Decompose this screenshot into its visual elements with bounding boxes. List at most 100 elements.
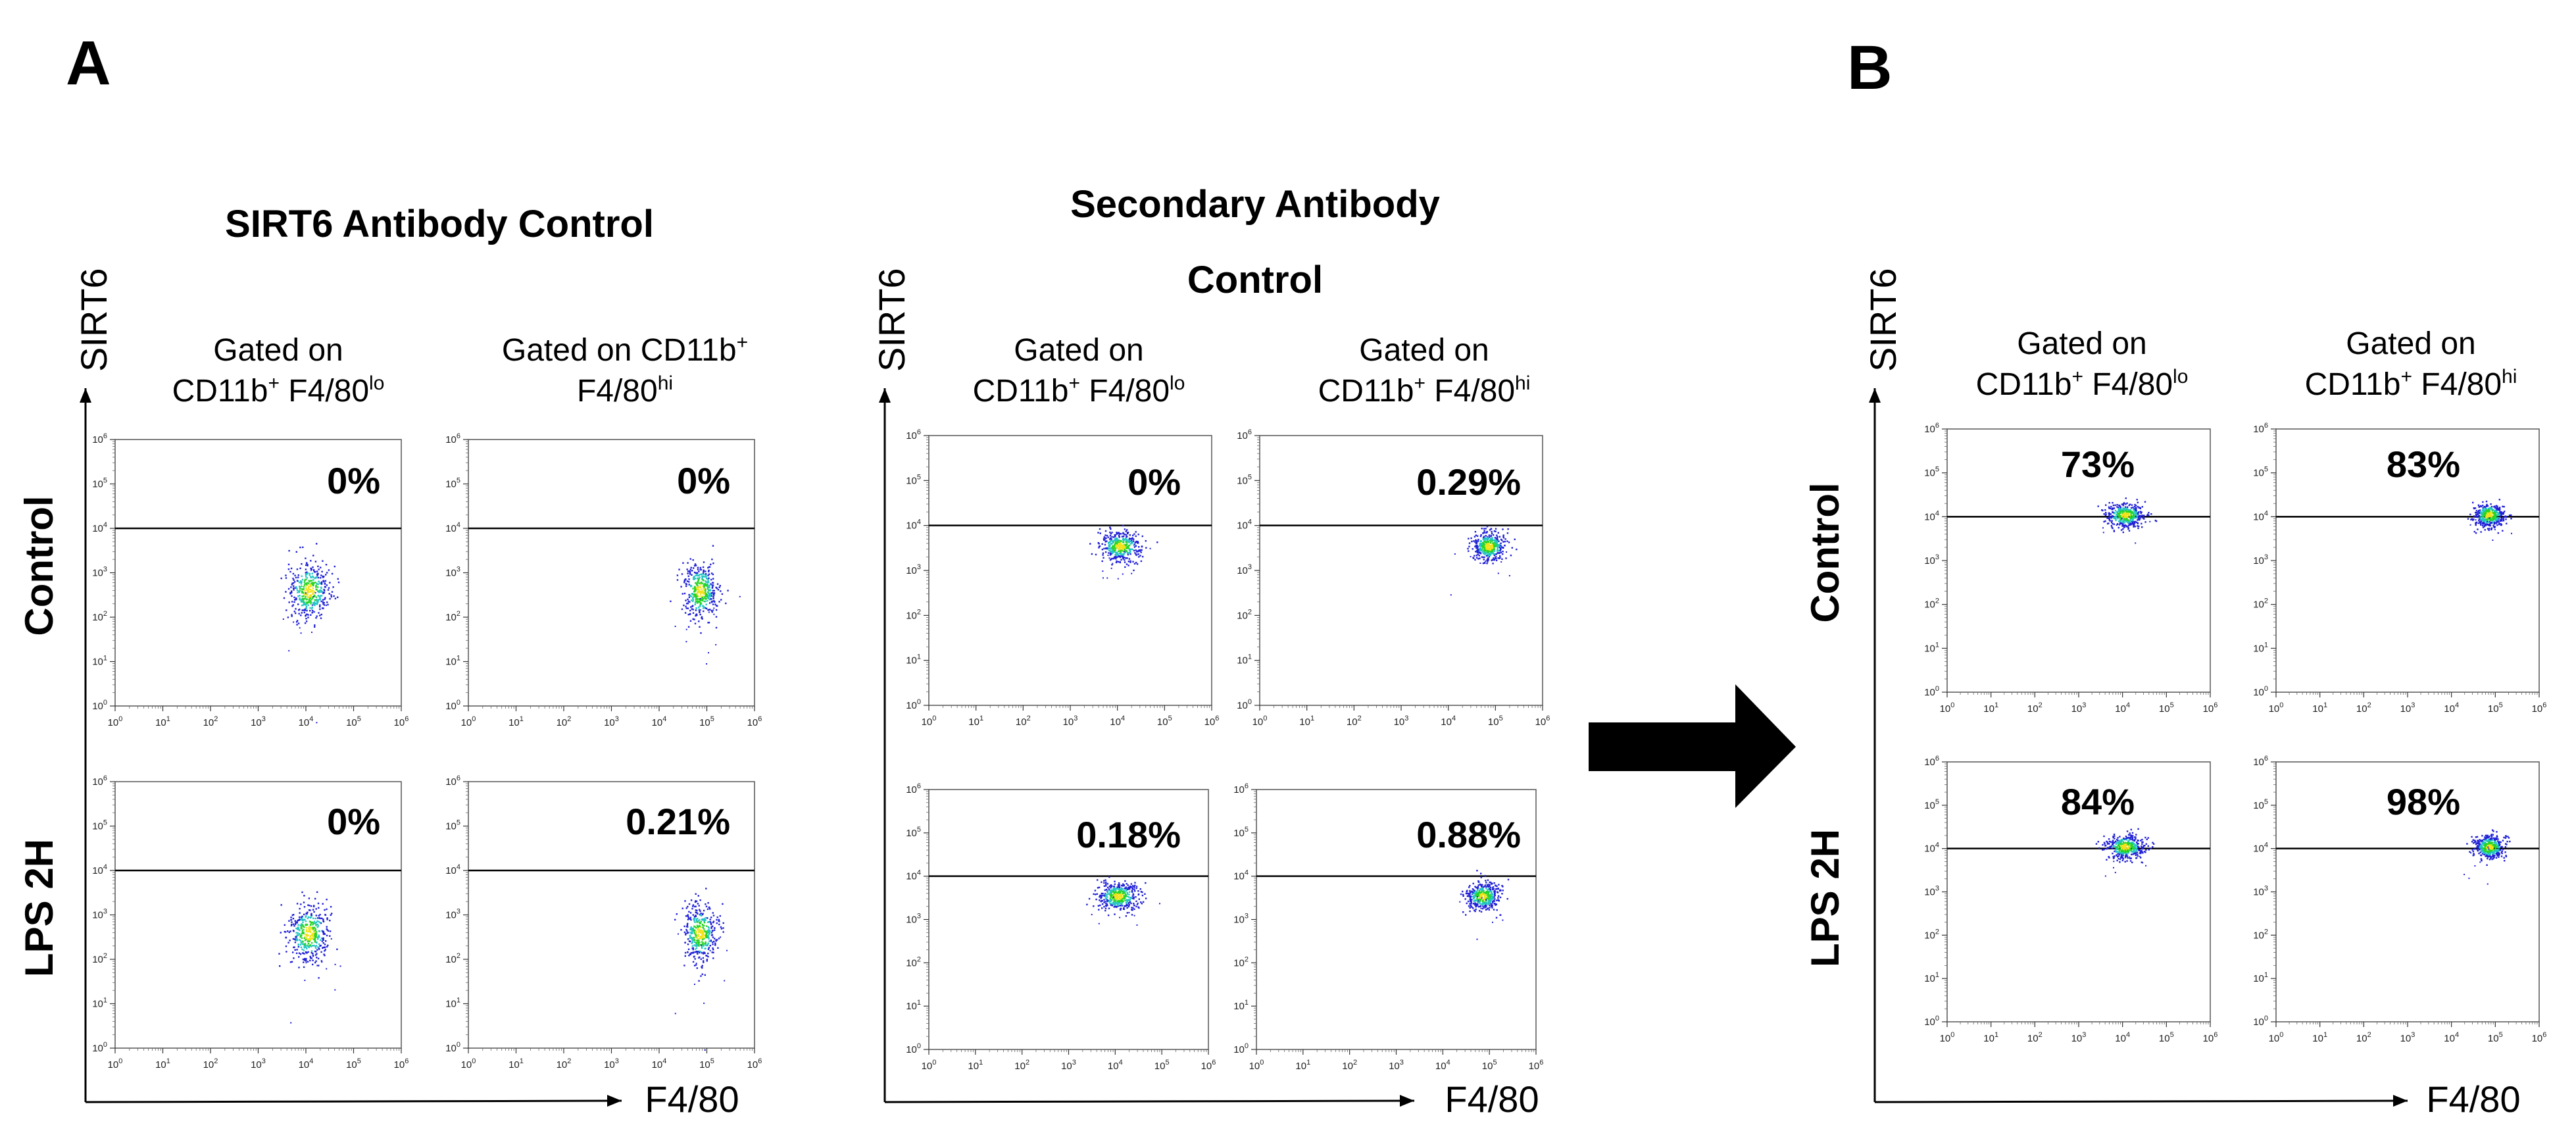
event-dot <box>337 578 339 580</box>
event-dot <box>1489 545 1491 547</box>
event-dot <box>1497 550 1499 552</box>
event-dot <box>301 598 303 600</box>
event-dot <box>697 920 699 922</box>
event-dot <box>1129 534 1131 536</box>
event-dot <box>1108 907 1110 909</box>
event-dot <box>705 888 707 890</box>
event-dot <box>1106 891 1109 893</box>
event-dot <box>1486 539 1488 541</box>
event-dot <box>1476 535 1479 537</box>
tick-exponent: 4 <box>1245 869 1249 877</box>
event-dot <box>1482 889 1484 892</box>
event-dot <box>699 919 701 921</box>
event-dot <box>292 930 295 932</box>
event-dot <box>709 590 711 592</box>
event-dot <box>1500 551 1502 553</box>
event-dot <box>320 595 323 597</box>
event-dot <box>685 641 687 643</box>
event-dot <box>1466 890 1468 892</box>
event-dot <box>1125 915 1127 917</box>
event-dot <box>314 929 317 931</box>
event-dot <box>1502 547 1504 549</box>
event-dot <box>285 591 287 593</box>
event-dot <box>307 604 309 606</box>
event-dot <box>1104 879 1106 881</box>
event-dot <box>696 912 698 914</box>
tick-base: 10 <box>203 717 214 728</box>
tick-exponent: 0 <box>1935 685 1939 693</box>
event-dot <box>1118 888 1121 890</box>
event-dot <box>696 924 699 926</box>
event-dot <box>1491 887 1494 889</box>
event-dot <box>722 903 724 905</box>
column-header-text: Gated on <box>213 333 343 368</box>
event-dot <box>1109 526 1111 528</box>
event-dot <box>689 931 691 934</box>
event-dot <box>1469 885 1471 887</box>
tick-base: 10 <box>1299 717 1310 728</box>
column-header-line2: CD11b+ F4/80hi <box>2305 366 2517 402</box>
event-dot <box>1133 908 1135 910</box>
event-dot <box>318 915 320 917</box>
event-dot <box>700 593 702 595</box>
event-dot <box>695 964 697 966</box>
event-dot <box>1495 528 1497 530</box>
event-dot <box>326 929 328 931</box>
event-dot <box>1126 541 1128 543</box>
event-dot <box>683 931 686 934</box>
event-dot <box>1483 894 1485 895</box>
tick-base: 10 <box>604 717 615 728</box>
event-dot <box>697 580 699 583</box>
event-dot <box>705 935 707 938</box>
event-dot <box>312 584 314 586</box>
event-dot <box>687 914 689 916</box>
event-dot <box>1470 895 1472 897</box>
tick-base: 10 <box>108 717 119 728</box>
event-dot <box>1122 550 1124 552</box>
event-dot <box>683 965 685 967</box>
x-tick-label: 103 <box>1389 1059 1404 1072</box>
x-axis-label: F4/80 <box>1445 1078 1539 1120</box>
event-dot <box>1124 566 1126 568</box>
tick-exponent: 5 <box>917 473 921 481</box>
event-dot <box>695 900 698 902</box>
event-dot <box>307 961 309 963</box>
event-dot <box>1112 895 1114 897</box>
event-dot <box>308 897 310 899</box>
event-dot <box>1491 883 1493 885</box>
event-dot <box>1474 893 1477 895</box>
event-dot <box>1469 893 1471 895</box>
event-dot <box>295 923 297 925</box>
event-dot <box>1120 533 1122 535</box>
event-dot <box>706 578 708 580</box>
event-dot <box>1116 906 1118 908</box>
event-dot <box>1119 905 1121 907</box>
event-dot <box>702 937 704 940</box>
event-dot <box>297 945 300 948</box>
event-dot <box>687 626 690 628</box>
event-dot <box>1502 890 1504 892</box>
event-dot <box>710 598 712 600</box>
event-dot <box>310 937 312 940</box>
event-dot <box>1500 538 1502 541</box>
event-dot <box>1475 903 1477 905</box>
event-dot <box>1125 899 1127 901</box>
event-dot <box>1480 543 1482 545</box>
event-dot <box>693 936 695 939</box>
event-dot <box>705 936 707 938</box>
event-dot <box>307 614 309 616</box>
event-dot <box>296 588 298 590</box>
event-dot <box>2148 512 2150 514</box>
event-dot <box>691 608 693 610</box>
event-dot <box>303 953 305 955</box>
event-dot <box>1145 897 1147 899</box>
tick-base: 10 <box>747 717 758 728</box>
event-dot <box>1487 547 1490 549</box>
event-dot <box>316 543 318 545</box>
event-dot <box>1137 890 1139 892</box>
event-dot <box>300 916 303 919</box>
tick-exponent: 5 <box>1493 1059 1497 1067</box>
event-dot <box>1477 905 1480 908</box>
event-dot <box>705 574 707 577</box>
event-dot <box>707 586 709 589</box>
